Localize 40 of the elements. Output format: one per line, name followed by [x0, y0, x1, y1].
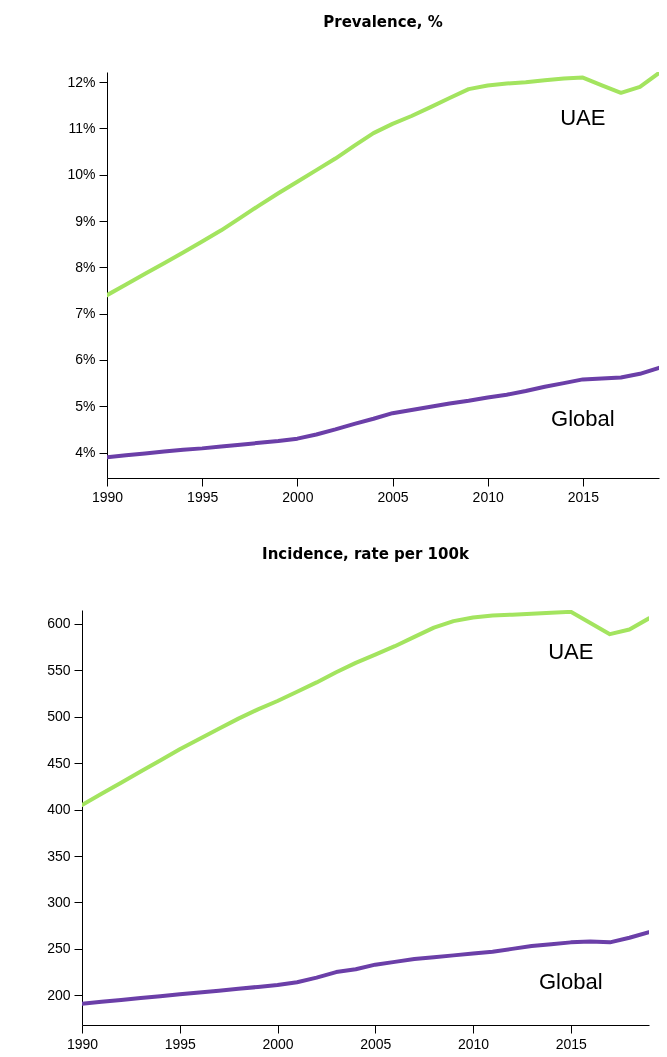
y-tick-label: 300 — [47, 893, 71, 910]
series-label: UAE — [548, 638, 594, 664]
line-series — [82, 610, 649, 807]
x-tick-label: 2015 — [567, 488, 600, 505]
y-tick-label: 450 — [47, 754, 71, 771]
y-tick-label: 5% — [75, 397, 96, 414]
x-tick-label: 2000 — [282, 488, 314, 505]
y-tick-label: 7% — [75, 305, 96, 322]
x-tick-label: 1990 — [66, 1035, 99, 1052]
line-series — [82, 930, 649, 1006]
x-tick-label: 2000 — [262, 1035, 294, 1052]
y-tick-label: 500 — [47, 708, 71, 725]
x-tick-label: 1995 — [164, 1035, 197, 1052]
x-tick-label: 1990 — [91, 488, 124, 505]
y-tick-label: 250 — [47, 940, 71, 957]
series-label: Global — [539, 969, 603, 995]
series-label: Global — [551, 406, 615, 432]
y-tick-label: 200 — [47, 986, 71, 1003]
x-tick-label: 2015 — [555, 1035, 588, 1052]
y-tick-label: 400 — [47, 801, 71, 818]
y-tick-label: 600 — [47, 615, 71, 632]
x-tick-label: 2010 — [457, 1035, 490, 1052]
line-series — [107, 365, 659, 460]
chart-title: Incidence, rate per 100k — [262, 545, 470, 563]
x-tick-label: 2005 — [360, 1035, 392, 1052]
x-tick-label: 1995 — [187, 488, 219, 505]
y-tick-label: 12% — [67, 73, 96, 90]
chart-title: Prevalence, % — [323, 13, 443, 31]
y-tick-label: 6% — [75, 351, 96, 368]
y-tick-label: 9% — [75, 212, 96, 229]
y-tick-label: 350 — [47, 847, 71, 864]
y-tick-label: 550 — [47, 661, 71, 678]
line-series — [107, 72, 659, 298]
y-tick-label: 8% — [75, 258, 96, 275]
y-tick-label: 11% — [68, 119, 96, 136]
x-tick-label: 2005 — [377, 488, 409, 505]
y-tick-label: 4% — [75, 444, 96, 461]
y-tick-label: 10% — [67, 166, 96, 183]
series-label: UAE — [560, 104, 606, 130]
x-tick-label: 2010 — [472, 488, 504, 505]
